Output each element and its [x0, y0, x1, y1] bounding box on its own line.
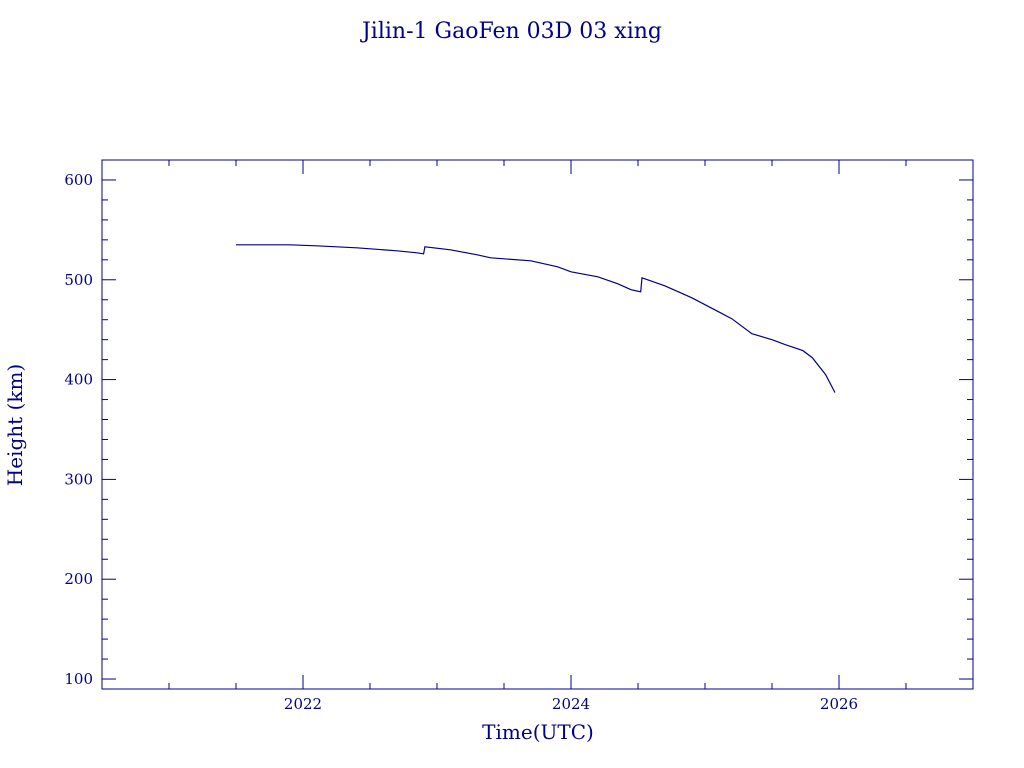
x-axis-label: Time(UTC) [482, 720, 594, 744]
y-tick-label: 600 [64, 171, 93, 189]
y-tick-label: 400 [64, 371, 93, 389]
plot-area: 100 200 300 400 500 600 2022 2024 2026 [64, 159, 974, 713]
x-tick-label: 2022 [284, 695, 322, 713]
y-axis-ticks: 100 200 300 400 500 600 [64, 159, 973, 688]
x-axis-ticks: 2022 2024 2026 [168, 160, 974, 713]
plot-frame [101, 159, 974, 690]
y-axis-label: Height (km) [3, 364, 27, 486]
x-tick-label: 2026 [820, 695, 858, 713]
y-tick-label: 300 [64, 470, 93, 488]
series-line [236, 244, 836, 393]
x-tick-label: 2024 [552, 695, 590, 713]
y-tick-label: 200 [64, 570, 93, 588]
y-tick-label: 500 [64, 271, 93, 289]
y-tick-label: 100 [64, 670, 93, 688]
chart-title: Jilin-1 GaoFen 03D 03 xing [360, 19, 662, 44]
